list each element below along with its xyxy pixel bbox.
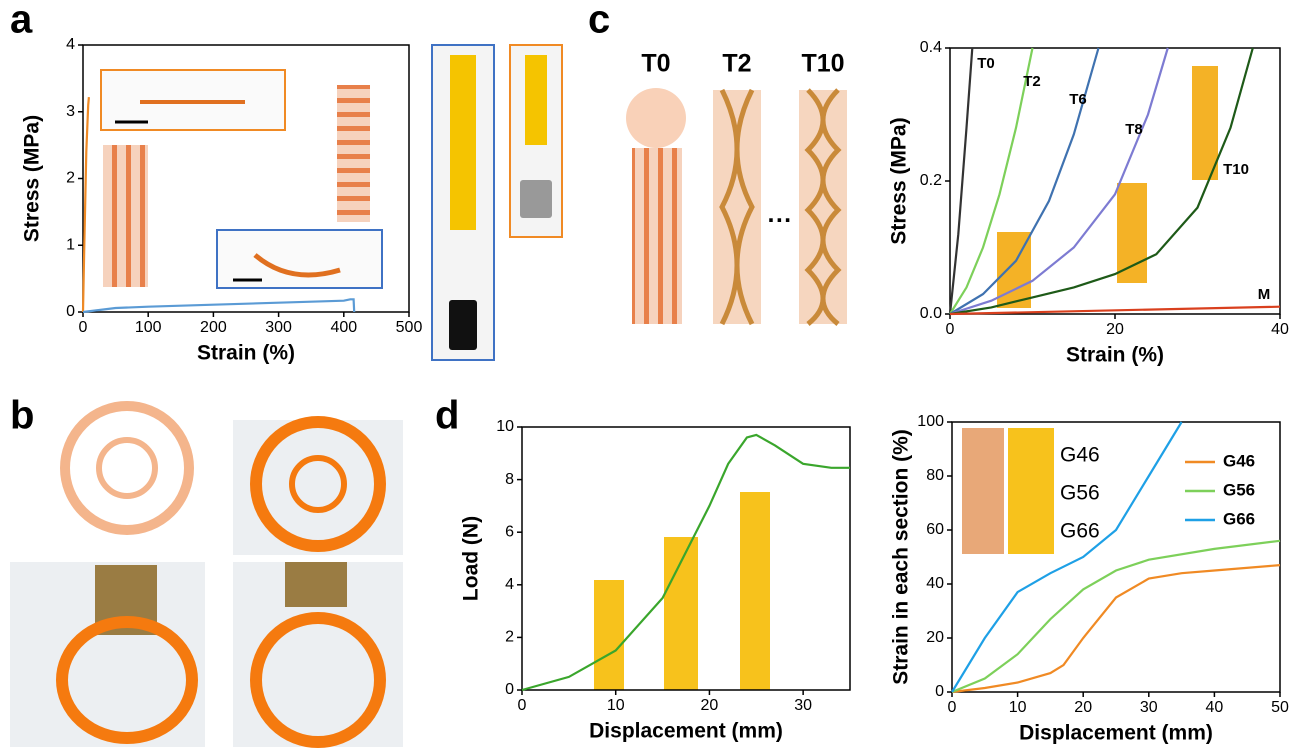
inset-label: G66: [1060, 520, 1100, 543]
x-axis-label: Displacement (mm): [589, 720, 783, 743]
figure: a b c d T0 T2 T10 ··· G46 G56 G66 010020…: [0, 0, 1301, 754]
series-label: T10: [1223, 161, 1249, 178]
x-axis-label: Strain (%): [1066, 344, 1164, 367]
y-tick-label: 60: [926, 521, 944, 538]
data-line: [950, 48, 972, 314]
x-tick-label: 30: [1140, 699, 1158, 716]
x-tick-label: 20: [701, 697, 719, 714]
series-label: M: [1258, 286, 1271, 303]
y-tick-label: 0: [935, 683, 944, 700]
series-label: T0: [977, 55, 995, 72]
x-tick-label: 40: [1271, 321, 1289, 338]
schematic: [103, 145, 148, 287]
x-tick-label: 10: [607, 697, 625, 714]
y-tick-label: 3: [66, 103, 75, 120]
y-tick-label: 0.4: [920, 39, 942, 56]
panel-label: c: [588, 0, 610, 42]
photo-inset: [1117, 183, 1147, 283]
page: {"panel_labels": ["a", "b", "c", "d"], "…: [0, 0, 1301, 754]
y-tick-label: 10: [496, 418, 514, 435]
x-tick-label: 0: [518, 697, 527, 714]
panel-label: b: [10, 394, 34, 438]
y-axis-label: Load (N): [460, 516, 483, 601]
series-label: T8: [1125, 121, 1143, 138]
x-tick-label: 300: [265, 319, 292, 336]
legend-label: G56: [1223, 480, 1255, 499]
photo-inset: [1192, 66, 1218, 180]
x-tick-label: 400: [330, 319, 357, 336]
y-axis-label: Stress (MPa): [21, 115, 44, 242]
y-tick-label: 8: [505, 471, 514, 488]
y-tick-label: 4: [505, 576, 514, 593]
x-tick-label: 30: [794, 697, 812, 714]
wheel-drawing: [99, 440, 155, 496]
x-tick-label: 10: [1009, 699, 1027, 716]
data-line: [952, 565, 1280, 692]
x-tick-label: 0: [79, 319, 88, 336]
x-tick-label: 500: [396, 319, 423, 336]
series-label: T6: [1069, 91, 1087, 108]
x-tick-label: 20: [1074, 699, 1092, 716]
photo-inset: [594, 580, 624, 690]
panel-label: d: [435, 394, 459, 438]
y-tick-label: 80: [926, 467, 944, 484]
x-axis-label: Displacement (mm): [1019, 722, 1213, 745]
y-tick-label: 6: [505, 523, 514, 540]
panel-label: a: [10, 0, 33, 42]
x-tick-label: 0: [948, 699, 957, 716]
photo-inset: [962, 428, 1004, 554]
y-tick-label: 4: [66, 36, 75, 53]
y-tick-label: 2: [66, 170, 75, 187]
y-tick-label: 40: [926, 575, 944, 592]
inset-label: G46: [1060, 444, 1100, 467]
schematic: [632, 148, 682, 324]
x-tick-label: 0: [946, 321, 955, 338]
photo-inset: [740, 492, 770, 690]
inset-label: G56: [1060, 482, 1100, 505]
photo-weight: [449, 300, 477, 350]
legend-label: G66: [1223, 509, 1255, 528]
x-tick-label: 200: [200, 319, 227, 336]
y-tick-label: 0.2: [920, 172, 942, 189]
data-line: [83, 97, 89, 312]
x-tick-label: 40: [1206, 699, 1224, 716]
schematic: [337, 85, 370, 222]
y-tick-label: 1: [66, 236, 75, 253]
wheel-drawing: [65, 406, 189, 530]
y-axis-label: Stress (MPa): [888, 117, 911, 244]
x-tick-label: 100: [135, 319, 162, 336]
y-tick-label: 0: [66, 303, 75, 320]
y-tick-label: 0.0: [920, 305, 942, 322]
schematic-label: T10: [801, 50, 844, 78]
photo-inset: [1008, 428, 1054, 554]
photo-piston: [285, 562, 347, 607]
photo-sample: [450, 55, 476, 230]
photo-weight: [520, 180, 552, 218]
x-tick-label: 20: [1106, 321, 1124, 338]
schematic: [626, 88, 686, 148]
x-axis-label: Strain (%): [197, 342, 295, 365]
legend-label: G46: [1223, 451, 1255, 470]
y-tick-label: 100: [917, 413, 944, 430]
y-axis-label: Strain in each section (%): [890, 429, 913, 685]
y-tick-label: 0: [505, 681, 514, 698]
y-tick-label: 20: [926, 629, 944, 646]
schematic-label: T0: [641, 50, 670, 78]
ellipsis: ···: [768, 207, 793, 235]
photo-sample: [525, 55, 547, 145]
schematic-label: T2: [722, 50, 751, 78]
data-line: [83, 299, 354, 312]
x-tick-label: 50: [1271, 699, 1289, 716]
y-tick-label: 2: [505, 629, 514, 646]
series-label: T2: [1023, 73, 1041, 90]
